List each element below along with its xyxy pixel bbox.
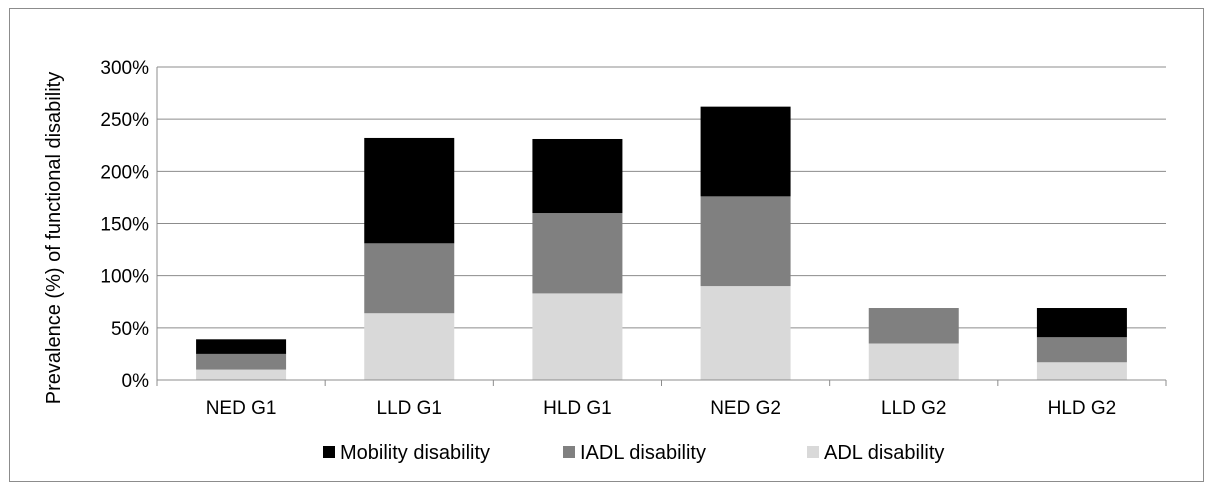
- y-tick-label: 250%: [100, 110, 149, 131]
- legend-swatch: [323, 446, 335, 458]
- x-tick-label: LLD G1: [377, 398, 442, 419]
- bar-segment: [532, 138, 623, 214]
- x-tick-labels: NED G1 LLD G1 HLD G1 NED G2 LLD G2 HLD G2: [206, 398, 1117, 419]
- x-tick-label: NED G2: [710, 398, 781, 419]
- y-tick-label: 50%: [111, 319, 149, 340]
- legend: Mobility disability IADL disability ADL di…: [323, 442, 944, 464]
- legend-swatch: [563, 446, 575, 458]
- bar-segment: [868, 308, 959, 344]
- bar-segment: [364, 313, 455, 380]
- x-tick-label: LLD G2: [881, 398, 946, 419]
- bar-segment: [532, 213, 623, 294]
- x-tick-label: HLD G2: [1048, 398, 1117, 419]
- gridlines: [157, 66, 1166, 329]
- y-tick-label: 300%: [100, 58, 149, 79]
- x-tick-label: HLD G1: [543, 398, 612, 419]
- legend-label: ADL disability: [824, 442, 944, 464]
- axes: [156, 67, 1167, 386]
- y-tick-label: 100%: [100, 267, 149, 288]
- y-tick-label: 150%: [100, 215, 149, 236]
- legend-label: IADL disability: [580, 442, 706, 464]
- bar-segment: [364, 137, 455, 244]
- bar-segment: [196, 369, 287, 380]
- bar-segment: [700, 196, 791, 287]
- bars: [196, 106, 1127, 380]
- bar-segment: [1036, 337, 1127, 363]
- y-tick-labels: 0% 50% 100% 150% 200% 250% 300%: [100, 58, 149, 392]
- y-tick-label: 200%: [100, 162, 149, 183]
- bar-segment: [1036, 308, 1127, 338]
- bar-segment: [868, 343, 959, 380]
- bar-segment: [700, 106, 791, 197]
- bar-segment: [700, 286, 791, 380]
- bar-segment: [196, 339, 287, 354]
- y-tick-label: 0%: [122, 371, 150, 392]
- bar-segment: [532, 293, 623, 380]
- legend-swatch: [807, 446, 819, 458]
- bar-segment: [196, 353, 287, 370]
- x-tick-label: NED G1: [206, 398, 277, 419]
- y-axis-title: Prevalence (%) of functional disability: [43, 72, 65, 404]
- bar-segment: [1036, 362, 1127, 380]
- legend-label: Mobility disability: [340, 442, 490, 464]
- bar-segment: [364, 243, 455, 314]
